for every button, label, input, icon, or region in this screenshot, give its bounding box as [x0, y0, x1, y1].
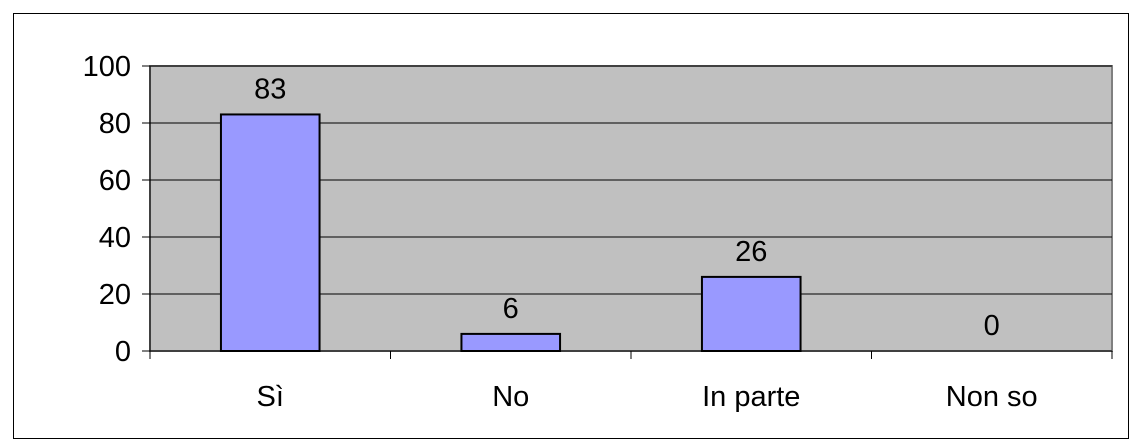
- category-label: Sì: [257, 381, 284, 413]
- y-tick-label: 60: [99, 165, 131, 197]
- y-tick-label: 20: [99, 279, 131, 311]
- data-label: 26: [735, 236, 767, 268]
- x-tick-labels: Sì No In parte Non so: [257, 381, 1038, 413]
- category-label: Non so: [946, 381, 1038, 413]
- data-labels: 83 6 26 0: [254, 73, 1000, 342]
- y-tick-label: 100: [83, 51, 131, 83]
- y-tick-label: 0: [115, 336, 131, 368]
- bar: [219, 113, 321, 352]
- data-label: 0: [984, 310, 1000, 342]
- data-label: 83: [254, 73, 286, 105]
- bar: [700, 275, 802, 352]
- bar: [460, 332, 562, 352]
- category-label: No: [492, 381, 529, 413]
- category-label: In parte: [702, 381, 800, 413]
- y-tick-label: 40: [99, 222, 131, 254]
- y-tick-label: 80: [99, 108, 131, 140]
- bars: [219, 113, 802, 352]
- data-label: 6: [503, 293, 519, 325]
- axes: [142, 65, 1113, 359]
- y-tick-labels: 0 20 40 60 80 100: [83, 51, 131, 368]
